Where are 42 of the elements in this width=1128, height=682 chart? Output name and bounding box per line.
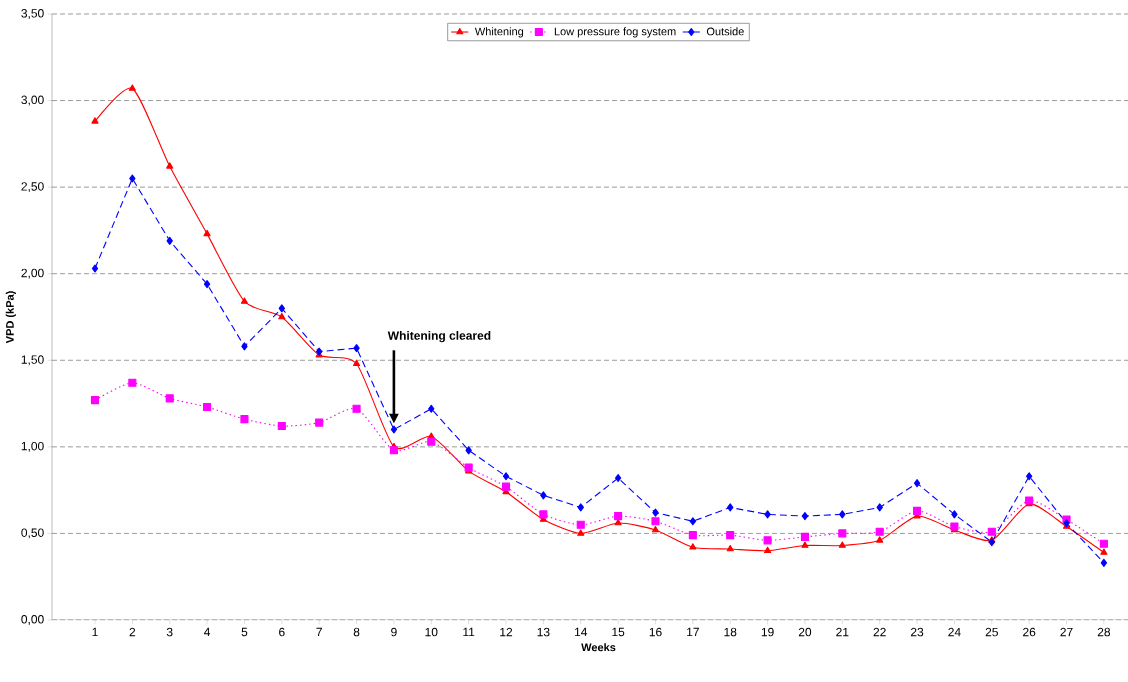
x-tick-label: 8 [353, 627, 360, 637]
x-tick-label: 25 [985, 627, 998, 637]
legend-label: Whitening [474, 27, 524, 38]
x-tick-label: 19 [761, 627, 774, 637]
x-tick-label: 9 [391, 627, 397, 637]
x-tick-label: 10 [425, 627, 438, 637]
x-tick-label: 17 [687, 627, 699, 637]
x-tick-label: 14 [574, 627, 588, 637]
y-tick-label: 0,00 [21, 615, 44, 625]
y-tick-label: 3,00 [21, 95, 44, 106]
x-tick-label: 3 [166, 627, 173, 637]
x-tick-label: 13 [537, 627, 550, 637]
legend-label: Outside [706, 27, 744, 36]
x-tick-label: 20 [798, 627, 812, 637]
x-tick-label: 6 [279, 627, 285, 637]
x-tick-label: 23 [910, 627, 924, 637]
x-tick-label: 2 [129, 627, 136, 637]
y-tick-label: 0,50 [21, 528, 44, 539]
legend-label: Low pressure fog system [554, 27, 676, 38]
x-axis-title: Weeks [581, 643, 616, 652]
x-tick-label: 24 [948, 627, 961, 637]
x-tick-label: 7 [316, 627, 322, 637]
x-tick-label: 1 [92, 627, 98, 637]
y-tick-label: 2,00 [21, 268, 44, 279]
annotation: Whitening cleared [387, 331, 491, 343]
y-tick-label: 1,50 [21, 355, 44, 366]
x-tick-label: 22 [873, 627, 886, 637]
x-tick-label: 18 [724, 627, 737, 637]
y-tick-label: 1,00 [21, 441, 44, 452]
x-tick-label: 26 [1023, 627, 1036, 637]
x-tick-label: 5 [241, 627, 248, 637]
y-tick-label: 3,50 [21, 9, 44, 19]
x-tick-label: 27 [1060, 627, 1073, 637]
x-tick-label: 12 [500, 627, 513, 637]
x-tick-label: 15 [612, 627, 625, 637]
x-tick-label: 28 [1097, 627, 1111, 637]
x-tick-label: 11 [463, 627, 475, 637]
x-tick-label: 21 [836, 627, 849, 637]
y-axis-title: VPD (kPa) [5, 291, 16, 344]
x-tick-label: 4 [204, 627, 211, 637]
x-tick-label: 16 [649, 627, 662, 637]
y-tick-label: 2,50 [21, 182, 44, 193]
